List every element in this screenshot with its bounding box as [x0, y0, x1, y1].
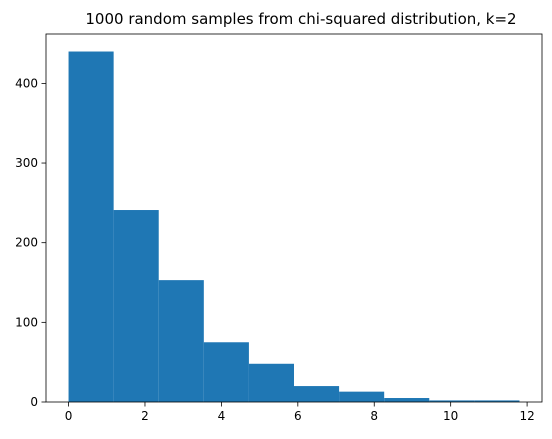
ticks-layer: 0 2 4 6 8 10 12 0 100 200 300 400: [15, 76, 535, 423]
y-tick-label: 400: [15, 76, 38, 90]
y-tick-label: 200: [15, 236, 38, 250]
histogram-bar-6: [294, 386, 340, 402]
chart-title: 1000 random samples from chi-squared dis…: [85, 10, 516, 28]
x-tick-label: 4: [218, 409, 226, 423]
x-tick-label: 2: [141, 409, 149, 423]
y-tick-label: 0: [30, 395, 38, 409]
histogram-bar-4: [203, 342, 249, 402]
y-tick-label: 100: [15, 315, 38, 329]
histogram-bar-9: [429, 400, 475, 402]
x-tick-label: 0: [65, 409, 73, 423]
histogram-bar-3: [158, 280, 204, 402]
x-tick-label: 8: [370, 409, 378, 423]
histogram-bar-7: [339, 391, 385, 402]
histogram-bar-2: [113, 210, 159, 402]
y-tick-label: 300: [15, 156, 38, 170]
x-tick-label: 12: [519, 409, 534, 423]
histogram-bar-8: [384, 398, 430, 402]
bars-layer: [68, 51, 520, 403]
histogram-bar-5: [248, 363, 294, 402]
histogram-bar-10: [474, 400, 520, 402]
x-tick-label: 10: [443, 409, 458, 423]
histogram-bar-1: [68, 51, 114, 403]
plot-frame: [45, 33, 543, 403]
x-tick-label: 6: [294, 409, 302, 423]
axes-layer: [45, 33, 543, 403]
